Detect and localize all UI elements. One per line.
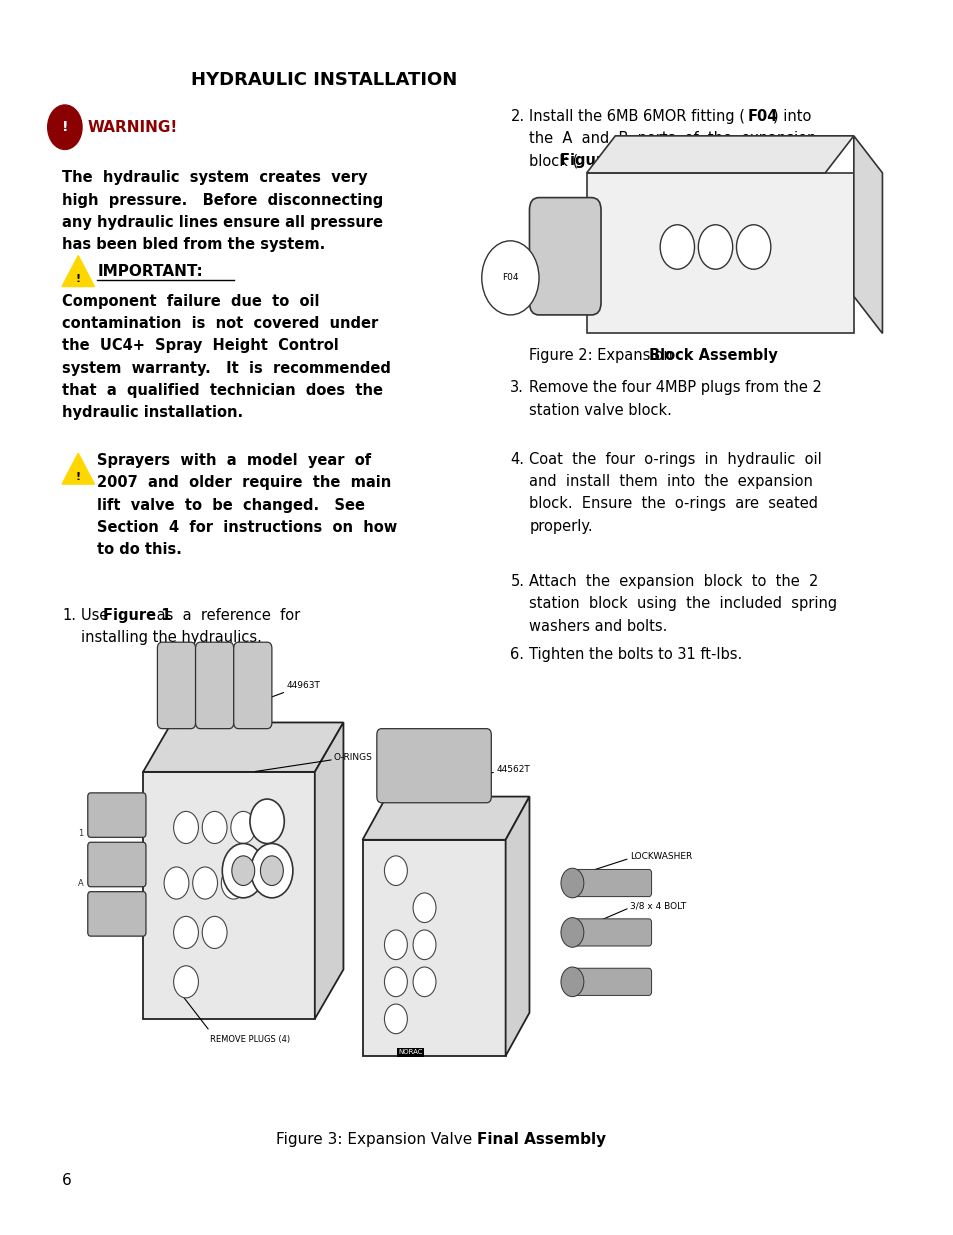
Text: Figure 2: Figure 2	[559, 153, 628, 168]
Text: as  a  reference  for: as a reference for	[152, 608, 299, 622]
FancyBboxPatch shape	[157, 642, 195, 729]
Circle shape	[560, 967, 583, 997]
Text: Sprayers  with  a  model  year  of
2007  and  older  require  the  main
lift  va: Sprayers with a model year of 2007 and o…	[97, 453, 397, 557]
FancyBboxPatch shape	[569, 869, 651, 897]
Text: 2: 2	[88, 927, 93, 937]
Text: 3.: 3.	[510, 380, 524, 395]
Text: B: B	[88, 903, 93, 913]
Polygon shape	[62, 453, 94, 484]
Circle shape	[260, 856, 283, 885]
Polygon shape	[143, 722, 343, 772]
Text: 44963T: 44963T	[286, 682, 320, 690]
Text: WARNING!: WARNING!	[88, 120, 178, 135]
Circle shape	[659, 225, 694, 269]
Circle shape	[250, 799, 284, 844]
Text: installing the hydraulics.: installing the hydraulics.	[81, 630, 262, 645]
Text: 5.: 5.	[510, 574, 524, 589]
Polygon shape	[586, 136, 853, 173]
FancyBboxPatch shape	[376, 729, 491, 803]
Circle shape	[173, 916, 198, 948]
Text: O-RINGS: O-RINGS	[334, 753, 373, 762]
Text: Component  failure  due  to  oil
contamination  is  not  covered  under
the  UC4: Component failure due to oil contaminati…	[62, 294, 391, 420]
Text: 6: 6	[62, 1173, 71, 1188]
Polygon shape	[853, 136, 882, 333]
Circle shape	[560, 918, 583, 947]
FancyBboxPatch shape	[233, 642, 272, 729]
Text: Use: Use	[81, 608, 113, 622]
Text: Attach  the  expansion  block  to  the  2
station  block  using  the  included  : Attach the expansion block to the 2 stat…	[529, 574, 837, 634]
FancyBboxPatch shape	[88, 842, 146, 887]
Text: block (: block (	[529, 153, 578, 168]
FancyBboxPatch shape	[569, 968, 651, 995]
Text: Install the 6MB 6MOR fitting (: Install the 6MB 6MOR fitting (	[529, 109, 744, 124]
Text: ).: ).	[607, 153, 618, 168]
FancyBboxPatch shape	[88, 793, 146, 837]
Circle shape	[736, 225, 770, 269]
Text: IMPORTANT:: IMPORTANT:	[97, 264, 203, 279]
Text: Tighten the bolts to 31 ft-lbs.: Tighten the bolts to 31 ft-lbs.	[529, 647, 742, 662]
Circle shape	[384, 930, 407, 960]
Text: ) into: ) into	[772, 109, 810, 124]
Circle shape	[481, 241, 538, 315]
FancyBboxPatch shape	[586, 173, 853, 333]
Circle shape	[202, 811, 227, 844]
FancyBboxPatch shape	[88, 892, 146, 936]
Text: F04: F04	[747, 109, 778, 124]
Polygon shape	[62, 256, 94, 287]
Text: the  A  and  B  ports  of  the  expansion: the A and B ports of the expansion	[529, 131, 816, 146]
Text: Block Assembly: Block Assembly	[648, 348, 777, 363]
Text: Coat  the  four  o-rings  in  hydraulic  oil
and  install  them  into  the  expa: Coat the four o-rings in hydraulic oil a…	[529, 452, 821, 534]
Circle shape	[413, 930, 436, 960]
Text: REMOVE PLUGS (4): REMOVE PLUGS (4)	[210, 1035, 290, 1044]
Circle shape	[222, 844, 264, 898]
Text: 1.: 1.	[62, 608, 76, 622]
Circle shape	[560, 868, 583, 898]
FancyBboxPatch shape	[529, 198, 600, 315]
Text: A: A	[78, 878, 84, 888]
FancyBboxPatch shape	[362, 840, 505, 1056]
Circle shape	[384, 967, 407, 997]
Text: Final Assembly: Final Assembly	[476, 1132, 605, 1147]
Circle shape	[193, 867, 217, 899]
Circle shape	[173, 966, 198, 998]
Circle shape	[164, 867, 189, 899]
Circle shape	[48, 105, 82, 149]
Text: !: !	[75, 274, 81, 284]
Text: NORAC: NORAC	[397, 1050, 422, 1055]
Text: The  hydraulic  system  creates  very
high  pressure.   Before  disconnecting
an: The hydraulic system creates very high p…	[62, 170, 383, 252]
Text: Figure 1: Figure 1	[103, 608, 172, 622]
Circle shape	[698, 225, 732, 269]
Circle shape	[384, 1004, 407, 1034]
FancyBboxPatch shape	[195, 642, 233, 729]
Polygon shape	[505, 797, 529, 1056]
Text: Figure 2: Expansion: Figure 2: Expansion	[529, 348, 678, 363]
Text: Figure 3: Expansion Valve: Figure 3: Expansion Valve	[275, 1132, 476, 1147]
Text: 3/8 x 4 BOLT: 3/8 x 4 BOLT	[629, 902, 685, 910]
Polygon shape	[314, 722, 343, 1019]
Text: 2.: 2.	[510, 109, 524, 124]
Circle shape	[413, 893, 436, 923]
Circle shape	[413, 967, 436, 997]
Circle shape	[221, 867, 246, 899]
Polygon shape	[362, 797, 529, 840]
Text: LOCKWASHER: LOCKWASHER	[629, 852, 691, 861]
Text: 1: 1	[78, 829, 84, 839]
Circle shape	[202, 916, 227, 948]
Circle shape	[384, 856, 407, 885]
Circle shape	[173, 811, 198, 844]
Text: 6.: 6.	[510, 647, 524, 662]
Text: 4.: 4.	[510, 452, 524, 467]
Text: F04: F04	[501, 273, 518, 283]
Circle shape	[231, 811, 255, 844]
Text: 44562T: 44562T	[496, 766, 529, 774]
Circle shape	[232, 856, 254, 885]
Text: !: !	[75, 472, 81, 482]
FancyBboxPatch shape	[143, 772, 314, 1019]
FancyBboxPatch shape	[569, 919, 651, 946]
Text: Remove the four 4MBP plugs from the 2
station valve block.: Remove the four 4MBP plugs from the 2 st…	[529, 380, 821, 417]
Circle shape	[251, 844, 293, 898]
Text: !: !	[62, 120, 68, 135]
Text: HYDRAULIC INSTALLATION: HYDRAULIC INSTALLATION	[191, 72, 457, 89]
